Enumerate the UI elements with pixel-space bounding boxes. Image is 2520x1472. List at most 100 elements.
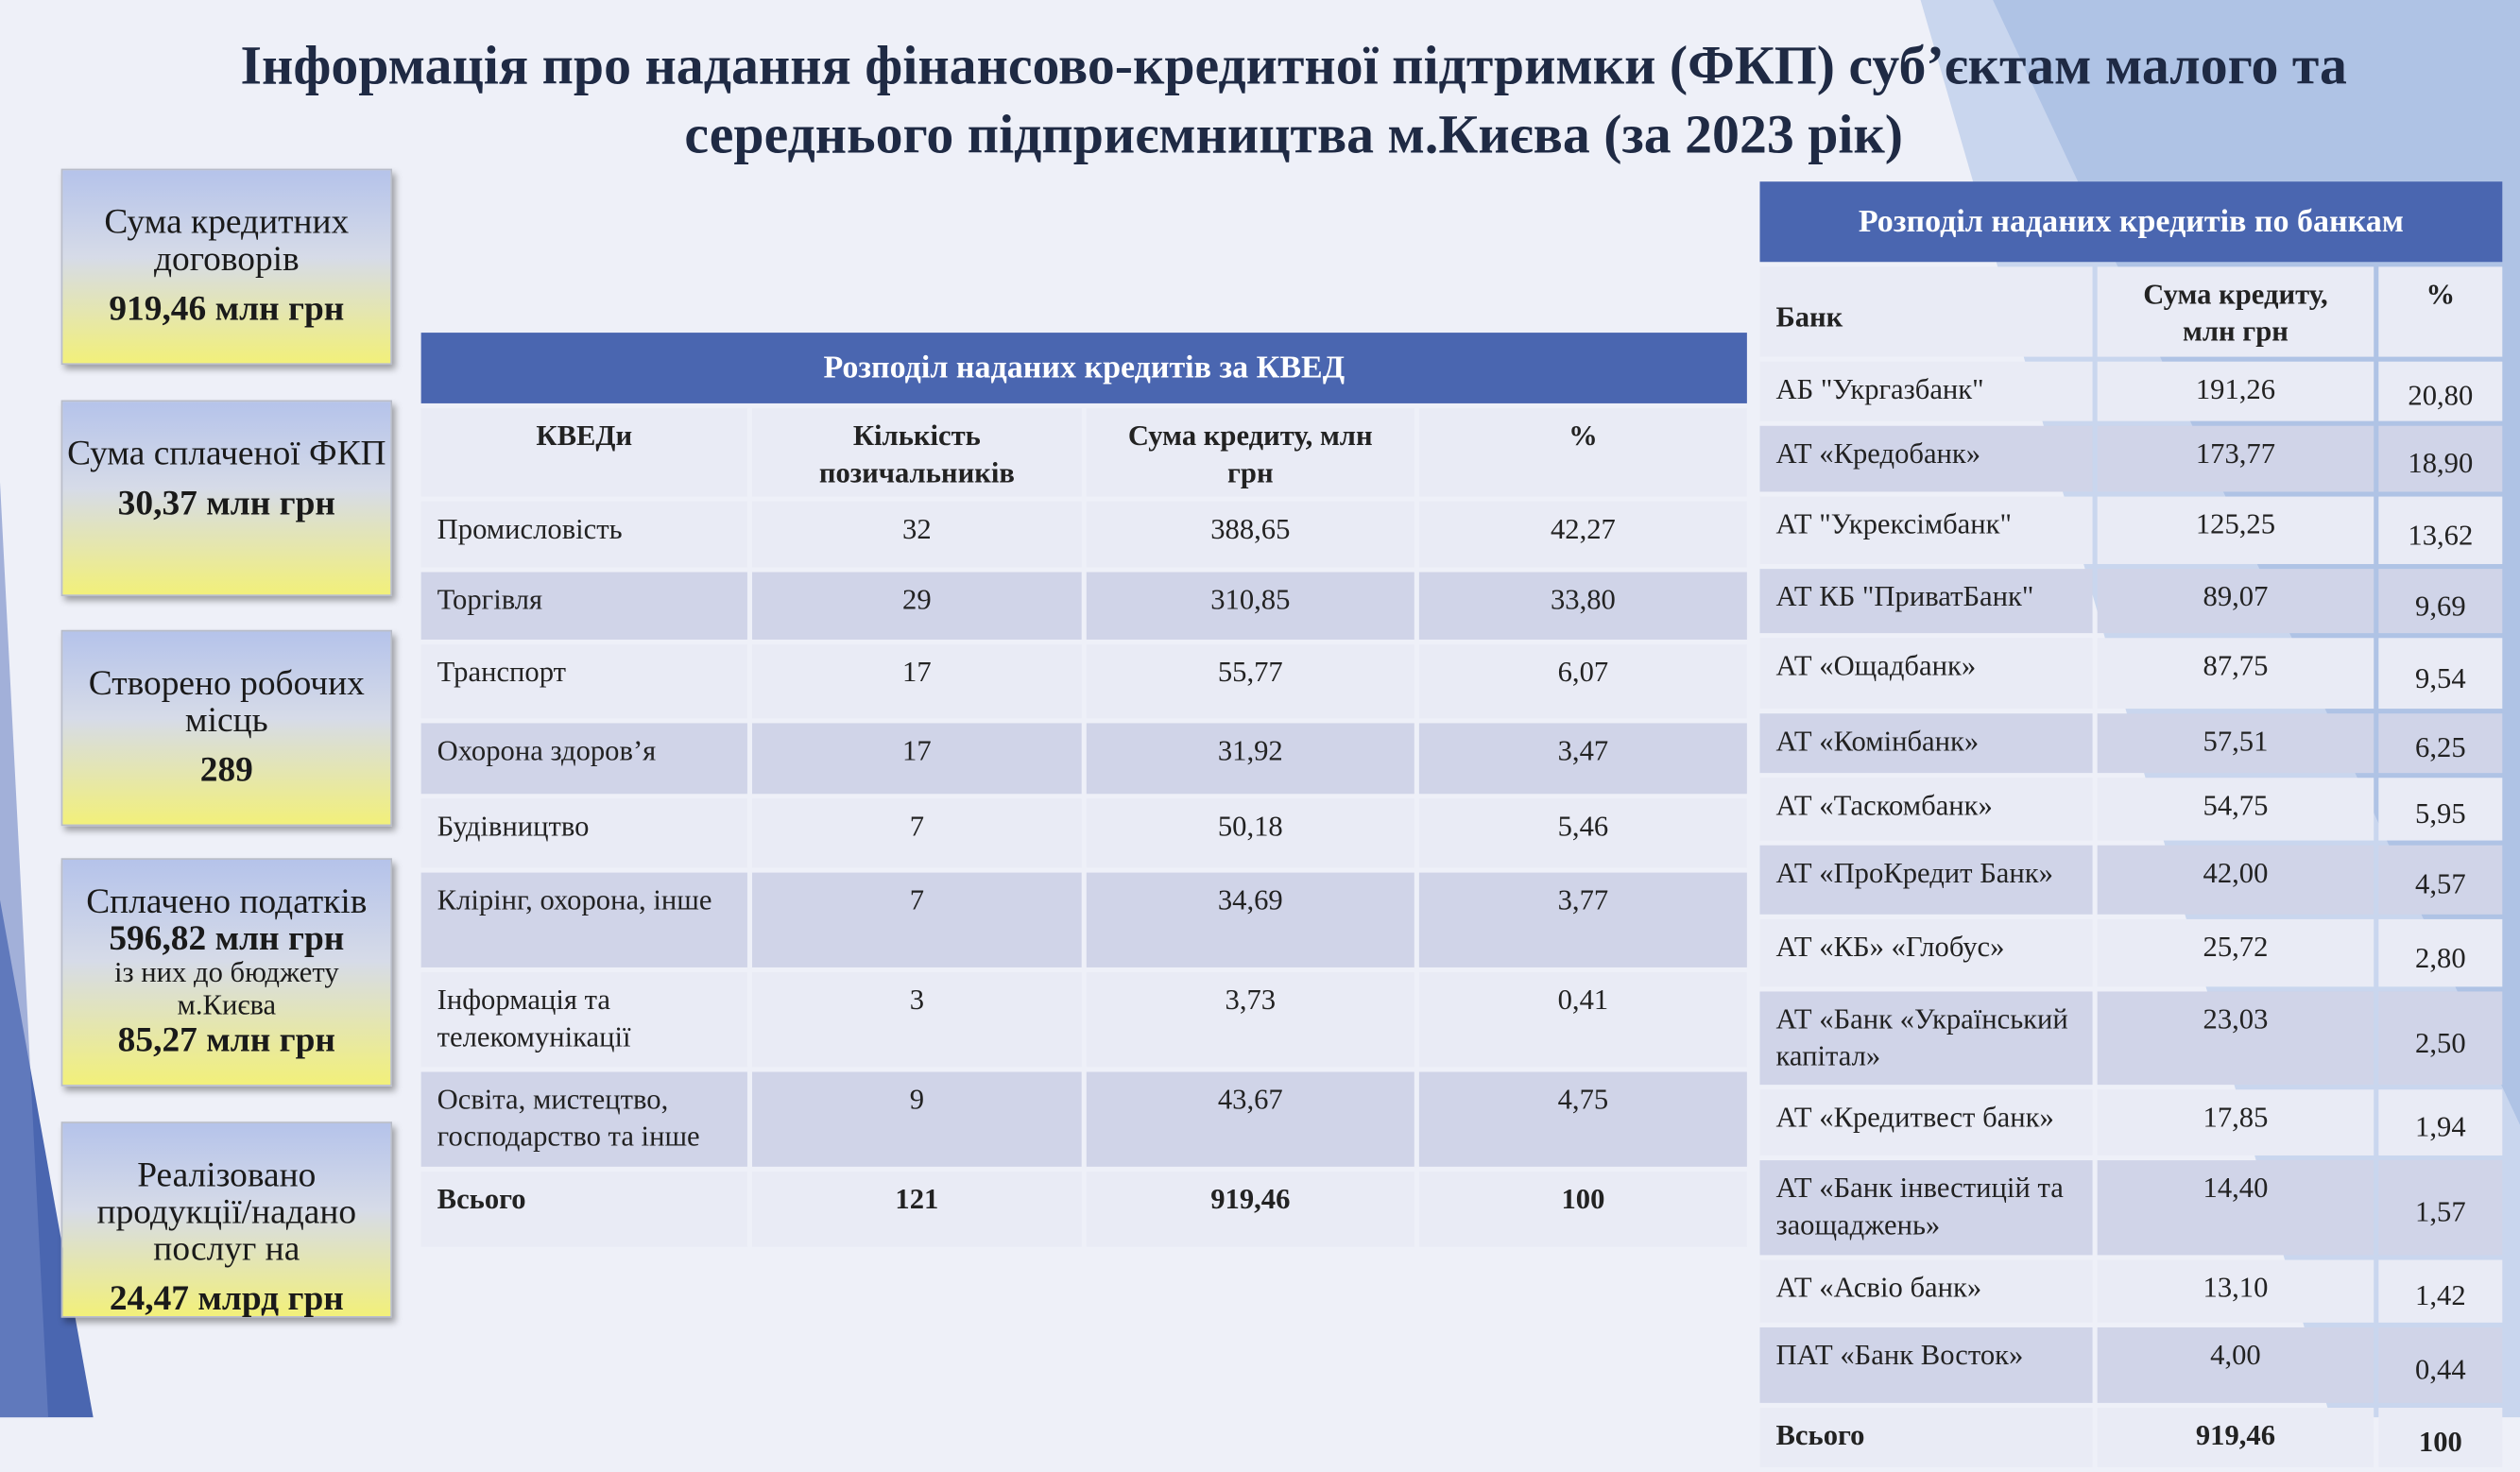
cell: 6,25 [2378, 713, 2503, 774]
cell: 55,77 [1086, 644, 1414, 719]
table-title: Розподіл наданих кредитів по банкам [1759, 181, 2503, 263]
table-row: АТ «Асвіо банк» 13,10 1,42 [1759, 1259, 2503, 1323]
cell: Транспорт [420, 644, 747, 719]
cell: 14,40 [2097, 1160, 2374, 1256]
cell: Торгівля [420, 572, 747, 640]
cell: АТ «Банк «Український капітал» [1759, 991, 2093, 1086]
column-header: % [1418, 408, 1747, 497]
cell: Будівництво [420, 798, 747, 868]
table-row: АТ «Таскомбанк» 54,75 5,95 [1759, 778, 2503, 841]
cell: 43,67 [1086, 1071, 1414, 1167]
cell: 125,25 [2097, 496, 2374, 565]
title-line: Інформація про надання фінансово-кредитн… [240, 37, 2347, 97]
table-row: Освіта, мистецтво, господарство та інше 9… [420, 1071, 1747, 1167]
table-row: Всього 919,46 100 [1759, 1407, 2503, 1467]
card-value: 596,82 млн грн [109, 917, 345, 958]
cell: 25,72 [2097, 918, 2374, 987]
cell: 173,77 [2097, 425, 2374, 492]
cell: Охорона здоров’я [420, 723, 747, 795]
cell: 4,75 [1418, 1071, 1747, 1167]
card-label: Реалізовано продукції/надано послуг на [96, 1154, 357, 1269]
table-row: АТ «Банк інвестицій та заощаджень» 14,40 1… [1759, 1160, 2503, 1256]
cell: АТ «ПроКредит Банк» [1759, 845, 2093, 915]
table-row: Охорона здоров’я 17 31,92 3,47 [420, 723, 1747, 795]
table-row: АТ «Банк «Український капітал» 23,03 2,50 [1759, 991, 2503, 1086]
card-subvalue: 85,27 млн грн [117, 1018, 335, 1059]
cell: 13,62 [2378, 496, 2503, 565]
cell: 18,90 [2378, 425, 2503, 492]
cell: 33,80 [1418, 572, 1747, 640]
bank-table: Розподіл наданих кредитів по банкам Банк С… [1755, 177, 2507, 1472]
cell: 7 [752, 798, 1082, 868]
table-title: Розподіл наданих кредитів за КВЕД [420, 333, 1747, 403]
cell: 20,80 [2378, 361, 2503, 421]
column-header: Кількість позичальників [752, 408, 1082, 497]
cell: 54,75 [2097, 778, 2374, 841]
table-row: Клірінг, охорона, інше 7 34,69 3,77 [420, 872, 1747, 967]
header-row: КВЕДи Кількість позичальників Сума кредиту… [420, 408, 1747, 497]
cell: 3,77 [1418, 872, 1747, 967]
cell: 29 [752, 572, 1082, 640]
title: Інформація про надання фінансово-кредитн… [96, 32, 2491, 170]
card-sublabel: із них до бюджету м.Києва [114, 956, 339, 1021]
card-value: 919,46 млн грн [109, 287, 345, 328]
table-row: АТ «КБ» «Глобус» 25,72 2,80 [1759, 918, 2503, 987]
cell: 89,07 [2097, 569, 2374, 634]
cell: 7 [752, 872, 1082, 967]
cell: 0,41 [1418, 972, 1747, 1068]
cell: 1,42 [2378, 1259, 2503, 1323]
table-row: АТ "Укрексімбанк" 125,25 13,62 [1759, 496, 2503, 565]
cell: 34,69 [1086, 872, 1414, 967]
cell: 5,46 [1418, 798, 1747, 868]
cell: АТ "Укрексімбанк" [1759, 496, 2093, 565]
title-row: Розподіл наданих кредитів по банкам [1759, 181, 2503, 263]
column-header: Банк [1759, 266, 2093, 357]
cell: 87,75 [2097, 638, 2374, 710]
cell: 42,00 [2097, 845, 2374, 915]
cell: Всього [1759, 1407, 2093, 1467]
card-label: Сума кредитних договорів [104, 200, 350, 279]
column-header: Сума кредиту, млн грн [2097, 266, 2374, 357]
cell: 388,65 [1086, 501, 1414, 568]
table-row: Інформація та телекомунікації 3 3,73 0,41 [420, 972, 1747, 1068]
table-row: Транспорт 17 55,77 6,07 [420, 644, 1747, 719]
table-row: ПАТ «Банк Восток» 4,00 0,44 [1759, 1327, 2503, 1403]
column-header: % [2378, 266, 2503, 357]
cell: 17,85 [2097, 1089, 2374, 1155]
stat-card: Сума кредитних договорів 919,46 млн грн [60, 168, 393, 366]
cell: АТ КБ "ПриватБанк" [1759, 569, 2093, 634]
cell: АТ «Комінбанк» [1759, 713, 2093, 774]
cell: 100 [2378, 1407, 2503, 1467]
table-row: АТ КБ "ПриватБанк" 89,07 9,69 [1759, 569, 2503, 634]
cell: 4,57 [2378, 845, 2503, 915]
cell: 17 [752, 644, 1082, 719]
card-value: 24,47 млрд грн [109, 1277, 344, 1318]
table-row: Промисловість 32 388,65 42,27 [420, 501, 1747, 568]
cell: 3,73 [1086, 972, 1414, 1068]
cell: 1,94 [2378, 1089, 2503, 1155]
stat-card: Сплачено податків 596,82 млн грн із них до… [60, 858, 393, 1087]
stat-card: Сума сплаченої ФКП 30,37 млн грн [60, 400, 393, 597]
table-row: АТ «Кредитвест банк» 17,85 1,94 [1759, 1089, 2503, 1155]
title-row: Розподіл наданих кредитів за КВЕД [420, 333, 1747, 403]
cell: Всього [420, 1171, 747, 1247]
cell: 1,57 [2378, 1160, 2503, 1256]
cell: 9,69 [2378, 569, 2503, 634]
cell: 4,00 [2097, 1327, 2374, 1403]
cell: 2,50 [2378, 991, 2503, 1086]
cell: АТ «Асвіо банк» [1759, 1259, 2093, 1323]
cell: АТ «Кредитвест банк» [1759, 1089, 2093, 1155]
kved-table: Розподіл наданих кредитів за КВЕД КВЕДи Кі… [417, 328, 1753, 1252]
card-value: 30,37 млн грн [117, 482, 335, 522]
cell: 31,92 [1086, 723, 1414, 795]
card-label: Сплачено податків [86, 881, 368, 921]
cell: Клірінг, охорона, інше [420, 872, 747, 967]
cell: АТ «Ощадбанк» [1759, 638, 2093, 710]
cell: 42,27 [1418, 501, 1747, 568]
cell: 9 [752, 1071, 1082, 1167]
table-row: АТ «Кредобанк» 173,77 18,90 [1759, 425, 2503, 492]
cell: АТ «КБ» «Глобус» [1759, 918, 2093, 987]
cell: 57,51 [2097, 713, 2374, 774]
cell: 6,07 [1418, 644, 1747, 719]
